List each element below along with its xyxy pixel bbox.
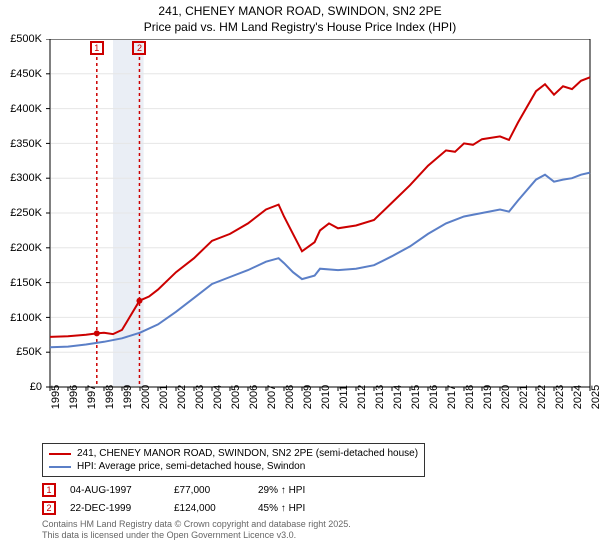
legend-swatch: [49, 466, 71, 468]
y-tick-label: £150K: [0, 277, 42, 289]
y-tick-label: £300K: [0, 172, 42, 184]
x-tick-label: 2010: [320, 385, 332, 409]
sale-marker: 1: [90, 41, 104, 55]
x-tick-label: 2008: [284, 385, 296, 409]
x-tick-label: 2011: [338, 385, 350, 409]
title-line-1: 241, CHENEY MANOR ROAD, SWINDON, SN2 2PE: [4, 4, 596, 20]
x-tick-label: 2001: [158, 385, 170, 409]
y-tick-label: £450K: [0, 68, 42, 80]
x-tick-label: 2015: [410, 385, 422, 409]
legend-swatch: [49, 453, 71, 455]
sale-row-marker: 2: [42, 501, 56, 515]
sale-row-date: 04-AUG-1997: [70, 485, 160, 496]
chart-title: 241, CHENEY MANOR ROAD, SWINDON, SN2 2PE…: [4, 4, 596, 35]
title-line-2: Price paid vs. HM Land Registry's House …: [4, 20, 596, 36]
x-tick-label: 1999: [122, 385, 134, 409]
sale-row: 1 04-AUG-1997 £77,000 29% ↑ HPI: [42, 483, 596, 497]
y-tick-label: £250K: [0, 207, 42, 219]
x-tick-label: 2018: [464, 385, 476, 409]
sale-marker: 2: [132, 41, 146, 55]
x-tick-label: 2002: [176, 385, 188, 409]
sale-row-diff: 29% ↑ HPI: [258, 485, 305, 496]
x-tick-label: 2013: [374, 385, 386, 409]
y-tick-label: £500K: [0, 33, 42, 45]
legend-item: 241, CHENEY MANOR ROAD, SWINDON, SN2 2PE…: [49, 447, 418, 460]
y-tick-label: £200K: [0, 242, 42, 254]
chart-svg: [4, 39, 596, 439]
y-tick-label: £400K: [0, 103, 42, 115]
x-tick-label: 1995: [50, 385, 62, 409]
y-tick-label: £50K: [0, 346, 42, 358]
legend-label: 241, CHENEY MANOR ROAD, SWINDON, SN2 2PE…: [77, 447, 418, 460]
x-tick-label: 2003: [194, 385, 206, 409]
x-tick-label: 1997: [86, 385, 98, 409]
x-tick-label: 1996: [68, 385, 80, 409]
x-tick-label: 2019: [482, 385, 494, 409]
sale-row-diff: 45% ↑ HPI: [258, 503, 305, 514]
x-tick-label: 1998: [104, 385, 116, 409]
x-tick-label: 2017: [446, 385, 458, 409]
y-tick-label: £0: [0, 381, 42, 393]
sale-row-marker: 1: [42, 483, 56, 497]
x-tick-label: 2000: [140, 385, 152, 409]
x-tick-label: 2007: [266, 385, 278, 409]
legend-item: HPI: Average price, semi-detached house,…: [49, 460, 418, 473]
sale-row: 2 22-DEC-1999 £124,000 45% ↑ HPI: [42, 501, 596, 515]
y-tick-label: £100K: [0, 312, 42, 324]
x-tick-label: 2025: [590, 385, 600, 409]
x-tick-label: 2005: [230, 385, 242, 409]
x-tick-label: 2023: [554, 385, 566, 409]
x-tick-label: 2024: [572, 385, 584, 409]
sale-row-price: £77,000: [174, 485, 244, 496]
x-tick-label: 2006: [248, 385, 260, 409]
footnote-line-2: This data is licensed under the Open Gov…: [42, 530, 596, 541]
y-tick-label: £350K: [0, 138, 42, 150]
x-tick-label: 2020: [500, 385, 512, 409]
footnote-line-1: Contains HM Land Registry data © Crown c…: [42, 519, 596, 530]
x-tick-label: 2014: [392, 385, 404, 409]
x-tick-label: 2009: [302, 385, 314, 409]
legend: 241, CHENEY MANOR ROAD, SWINDON, SN2 2PE…: [42, 443, 425, 477]
sale-row-date: 22-DEC-1999: [70, 503, 160, 514]
x-tick-label: 2022: [536, 385, 548, 409]
x-tick-label: 2021: [518, 385, 530, 409]
footnote: Contains HM Land Registry data © Crown c…: [42, 519, 596, 541]
legend-label: HPI: Average price, semi-detached house,…: [77, 460, 305, 473]
sale-row-price: £124,000: [174, 503, 244, 514]
x-tick-label: 2004: [212, 385, 224, 409]
x-tick-label: 2016: [428, 385, 440, 409]
chart-area: £0£50K£100K£150K£200K£250K£300K£350K£400…: [4, 39, 596, 439]
sale-table: 1 04-AUG-1997 £77,000 29% ↑ HPI 2 22-DEC-1999…: [42, 483, 596, 515]
x-tick-label: 2012: [356, 385, 368, 409]
